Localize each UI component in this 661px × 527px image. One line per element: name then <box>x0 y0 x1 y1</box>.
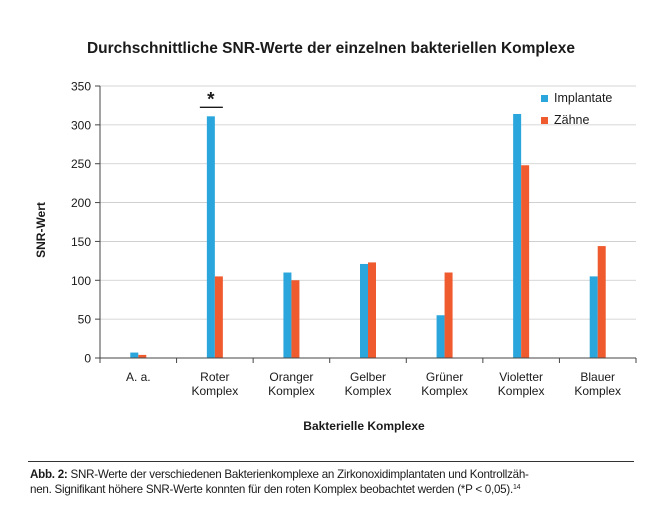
x-tick-label: Komplex <box>421 384 468 398</box>
x-tick-label: Komplex <box>345 384 392 398</box>
y-tick-label: 100 <box>71 274 91 288</box>
gridlines <box>100 85 636 320</box>
caption-reference: 14 <box>512 484 521 491</box>
caption-text-line2: nen. Signifikant höhere SNR-Werte konnte… <box>30 483 513 496</box>
chart-title: Durchschnittliche SNR-Werte der einzelne… <box>87 40 575 57</box>
x-tick-label: Komplex <box>268 384 315 398</box>
x-tick-label: Oranger <box>269 370 313 384</box>
bar-z-hne-3 <box>368 262 376 358</box>
x-tick-label: Grüner <box>426 370 463 384</box>
bar-implantate-4 <box>436 315 445 358</box>
y-tick-label: 200 <box>71 196 91 210</box>
y-tick-label: 350 <box>71 80 91 94</box>
bar-implantate-1 <box>206 116 215 359</box>
y-tick-label: 50 <box>78 313 92 327</box>
x-tick-label: Blauer <box>580 370 615 384</box>
bar-chart: Durchschnittliche SNR-Werte der einzelne… <box>34 40 637 433</box>
x-tick-label: Komplex <box>192 384 239 398</box>
bar-implantate-3 <box>360 263 368 358</box>
legend-entry: Zähne <box>554 113 589 127</box>
y-tick-label: 250 <box>71 157 91 171</box>
caption-divider <box>28 461 634 462</box>
caption-label: Abb. 2: <box>30 468 68 481</box>
legend-swatch-0 <box>541 95 548 102</box>
y-tick-label: 150 <box>71 235 91 249</box>
bar-z-hne-1 <box>214 276 223 358</box>
x-axis-label: Bakterielle Komplexe <box>303 419 425 433</box>
bars <box>130 113 606 359</box>
bar-z-hne-6 <box>597 246 606 358</box>
x-tick-label: Gelber <box>350 370 386 384</box>
legend-swatch-1 <box>541 117 548 124</box>
x-tick-label: Komplex <box>498 384 545 398</box>
x-tick-label: A. a. <box>126 370 151 384</box>
legend: Implantate Zähne <box>541 91 612 127</box>
bar-implantate-2 <box>283 272 292 358</box>
caption-text-line1: SNR-Werte der verschiedenen Bakterienkom… <box>70 468 529 481</box>
x-tick-label: Komplex <box>574 384 621 398</box>
bar-implantate-6 <box>589 276 598 358</box>
bar-z-hne-2 <box>291 280 300 358</box>
y-axis-label: SNR-Wert <box>34 202 48 258</box>
figure-caption: Abb. 2: SNR-Werte der verschiedenen Bakt… <box>30 467 634 497</box>
bar-implantate-5 <box>513 113 522 358</box>
y-tick-label: 0 <box>84 352 91 366</box>
bar-z-hne-4 <box>444 272 453 358</box>
legend-entry: Implantate <box>554 91 612 105</box>
bar-z-hne-0 <box>138 354 147 358</box>
y-tick-label: 300 <box>71 118 91 132</box>
bar-z-hne-5 <box>521 165 530 358</box>
axes <box>95 85 637 363</box>
x-tick-label: Violetter <box>499 370 543 384</box>
bar-implantate-0 <box>130 352 139 358</box>
significance-marker: * <box>207 89 215 110</box>
x-tick-label: Roter <box>200 370 229 384</box>
